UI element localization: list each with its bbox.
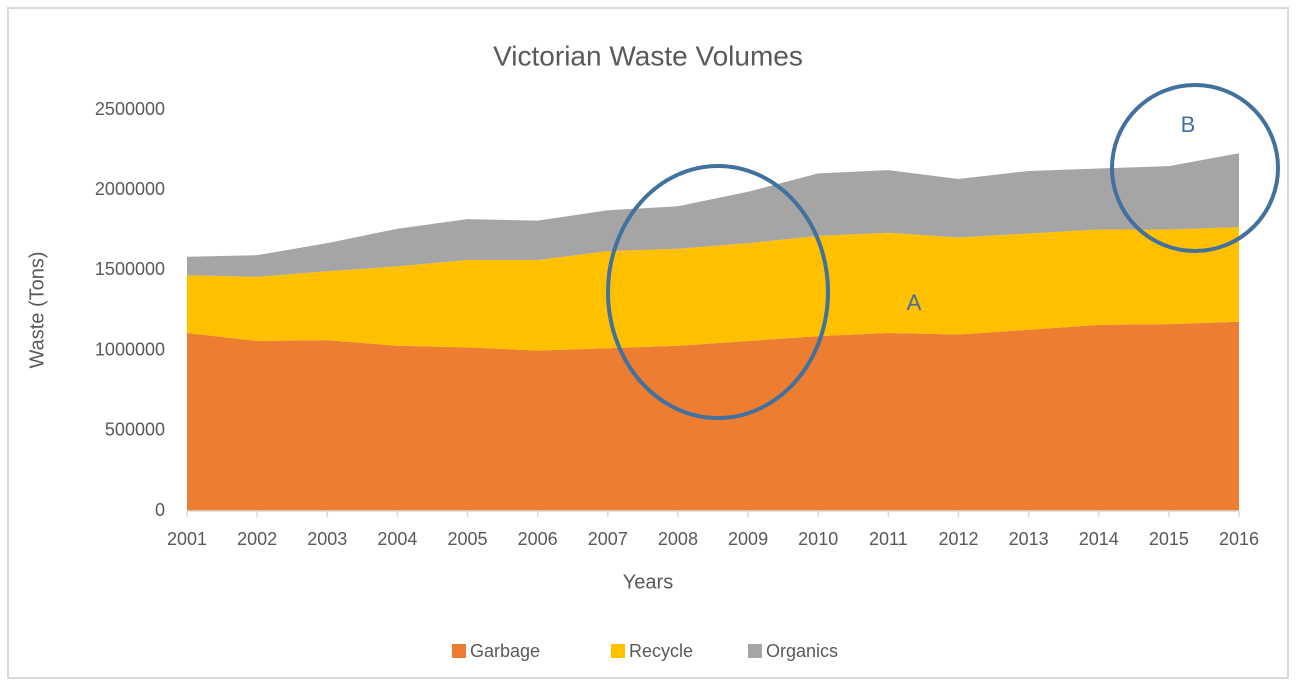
- y-tick-label: 1000000: [95, 339, 165, 359]
- area: [187, 227, 1239, 351]
- legend-swatch: [748, 644, 762, 658]
- chart-title: Victorian Waste Volumes: [493, 40, 803, 71]
- x-tick-label: 2001: [167, 529, 207, 549]
- x-tick-label: 2004: [377, 529, 417, 549]
- legend-label: Recycle: [629, 641, 693, 661]
- y-tick-label: 500000: [105, 420, 165, 440]
- y-tick-label: 2500000: [95, 99, 165, 119]
- x-tick-label: 2003: [307, 529, 347, 549]
- x-tick-label: 2016: [1219, 529, 1259, 549]
- annotation-circle: [606, 164, 830, 420]
- x-tick-label: 2002: [237, 529, 277, 549]
- annotation-circle: [1110, 83, 1280, 253]
- x-tick-label: 2012: [938, 529, 978, 549]
- y-tick-label: 2000000: [95, 179, 165, 199]
- x-tick-label: 2015: [1149, 529, 1189, 549]
- legend-swatch: [611, 644, 625, 658]
- x-axis-title: Years: [623, 571, 673, 593]
- x-tick-label: 2009: [728, 529, 768, 549]
- x-tick-label: 2006: [518, 529, 558, 549]
- x-tick-label: 2011: [869, 529, 908, 549]
- x-tick-label: 2005: [448, 529, 488, 549]
- y-tick-label: 1500000: [95, 259, 165, 279]
- y-axis-title: Waste (Tons): [26, 251, 48, 368]
- x-tick-label: 2010: [798, 529, 838, 549]
- y-tick-label: 0: [155, 500, 165, 520]
- annotation-label: B: [1181, 112, 1196, 137]
- x-tick-label: 2013: [1009, 529, 1049, 549]
- x-tick-label: 2007: [588, 529, 628, 549]
- annotation-label: A: [907, 290, 922, 315]
- legend-label: Organics: [766, 641, 838, 661]
- legend-label: Garbage: [470, 641, 540, 661]
- x-tick-label: 2014: [1079, 529, 1119, 549]
- legend-swatch: [452, 644, 466, 658]
- x-tick-label: 2008: [658, 529, 698, 549]
- area: [187, 153, 1239, 277]
